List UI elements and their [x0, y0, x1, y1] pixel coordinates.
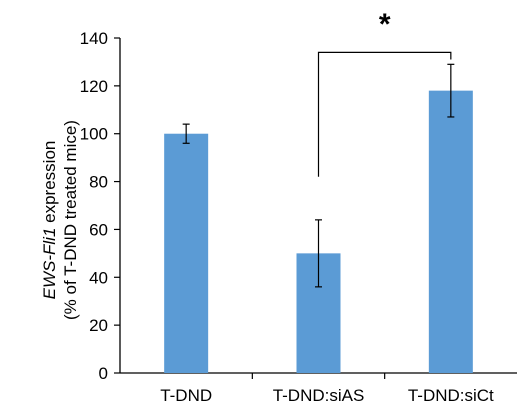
y-tick-label: 40 — [89, 268, 108, 287]
y-tick-label: 100 — [80, 125, 108, 144]
x-tick-label: T-DND — [160, 386, 212, 405]
y-tick-label: 60 — [89, 220, 108, 239]
bars — [164, 90, 473, 374]
x-tick-label: T-DND:siCt — [408, 386, 494, 405]
y-axis-label-rest: expression — [40, 141, 59, 228]
bar — [164, 133, 209, 373]
significance-bracket: * — [317, 8, 452, 177]
y-tick-label: 0 — [99, 364, 108, 383]
y-axis-label: EWS-Fli1 expression (% of T-DND treated … — [40, 120, 80, 320]
x-tick-labels: T-DND T-DND:siAS T-DND:siCt — [160, 386, 494, 405]
bar — [428, 90, 473, 374]
error-bars — [182, 63, 455, 288]
bracket-line — [317, 51, 452, 177]
y-axis-label-italic: EWS-Fli1 — [40, 228, 59, 300]
significance-star: * — [379, 8, 391, 41]
y-ticks: 0 20 40 60 80 100 120 140 — [80, 29, 120, 383]
y-tick-label: 120 — [80, 77, 108, 96]
x-tick-label: T-DND:siAS — [273, 386, 365, 405]
y-axis-label-line2: (% of T-DND treated mice) — [61, 120, 80, 320]
y-tick-label: 20 — [89, 316, 108, 335]
y-tick-label: 140 — [80, 29, 108, 48]
y-tick-label: 80 — [89, 173, 108, 192]
svg-text:EWS-Fli1 expression: EWS-Fli1 expression — [40, 141, 59, 300]
